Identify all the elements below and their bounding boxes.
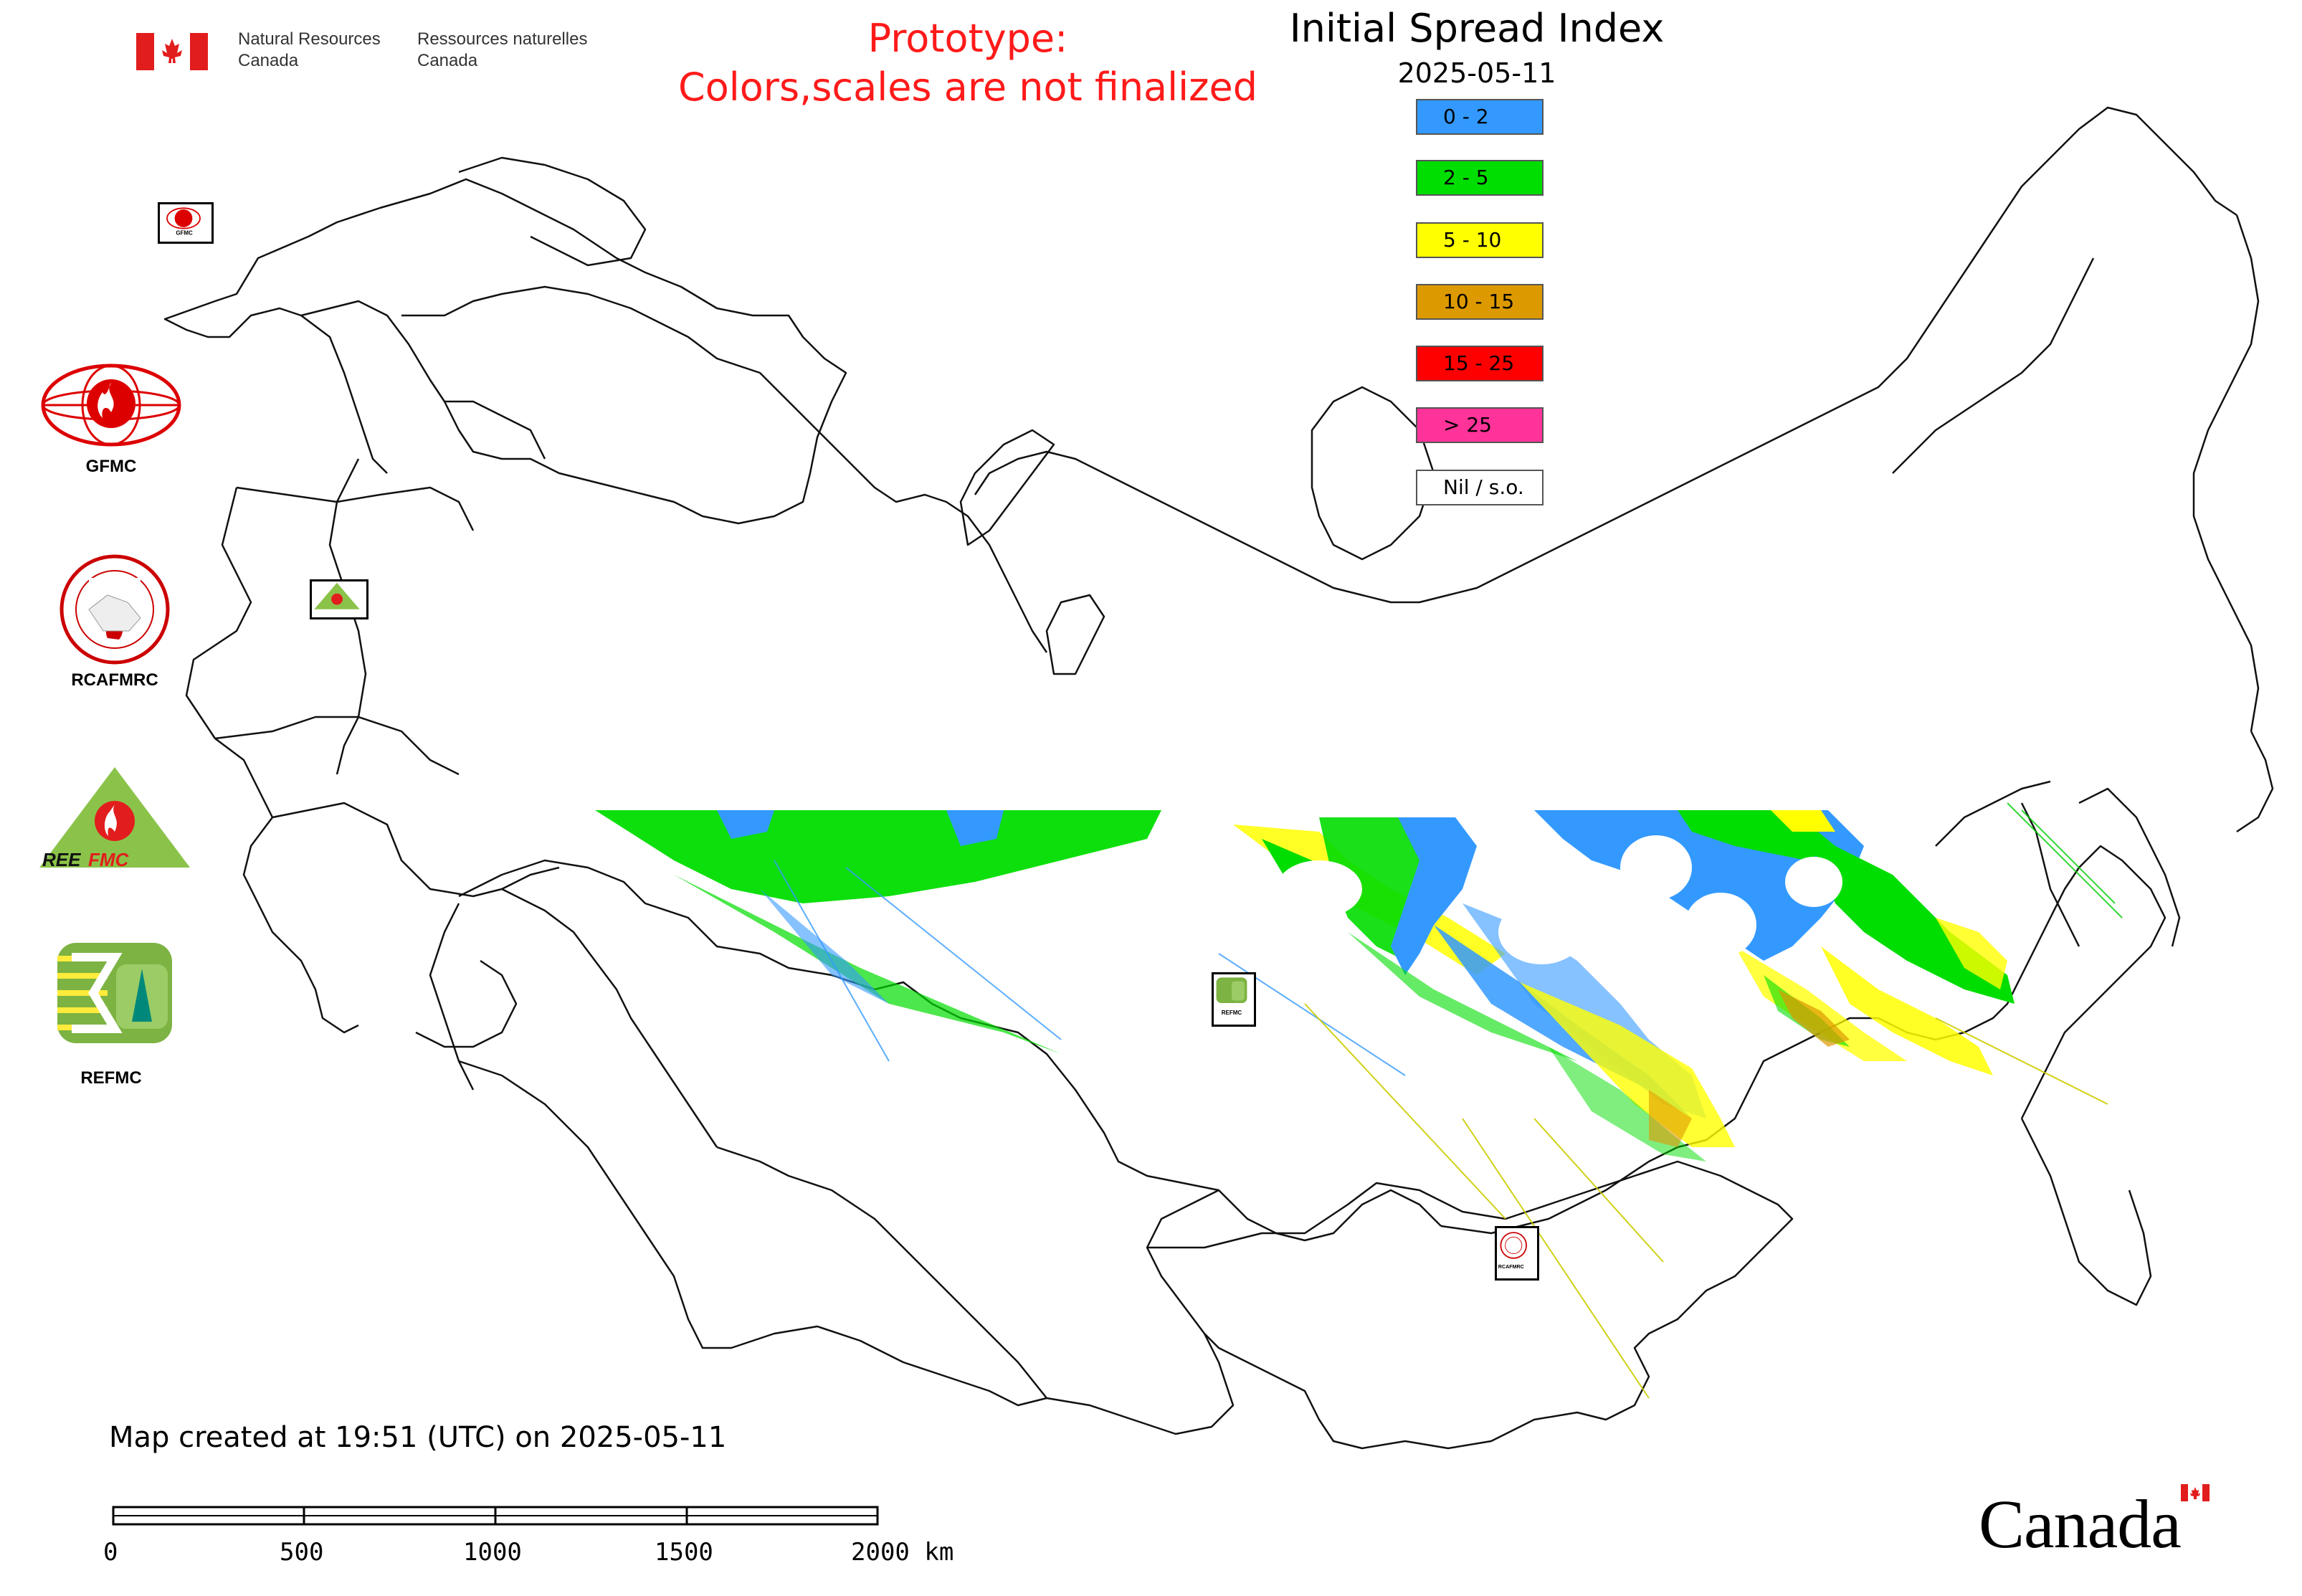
org-name-fr-1: Ressources naturelles <box>417 29 588 49</box>
legend-item-5: > 25 <box>1416 407 1544 443</box>
wordmark-flag-icon <box>2181 1484 2210 1501</box>
border-kazakhstan <box>458 859 1442 1242</box>
org-name-en-1: Natural Resources <box>238 29 381 49</box>
svg-text:REFMC: REFMC <box>1222 1010 1242 1016</box>
canada-wordmark-text: Canada <box>1979 1486 2182 1562</box>
map-created-timestamp: Map created at 19:51 (UTC) on 2025-05-11 <box>109 1421 727 1454</box>
canada-flag-icon <box>136 33 208 70</box>
reefmc-marker-icon[interactable] <box>310 579 368 619</box>
prototype-line-2: Colors,scales are not finalized <box>678 65 1257 110</box>
svg-text:RCAFMRC: RCAFMRC <box>1498 1264 1524 1270</box>
border-east-europe <box>185 487 359 1034</box>
legend-item-3: 10 - 15 <box>1416 284 1544 320</box>
reefmc-logo-icon: REE FMC <box>39 767 190 870</box>
legend-label: 15 - 25 <box>1443 351 1515 375</box>
legend-label: 0 - 2 <box>1443 105 1489 128</box>
legend-label: > 25 <box>1443 413 1492 437</box>
isi-swaths <box>595 802 2123 1399</box>
gfmc-marker-icon[interactable]: GFMC <box>158 202 214 244</box>
scale-label-0: 0 <box>103 1538 118 1567</box>
refmc-marker-icon[interactable]: REFMC <box>1212 972 1256 1027</box>
svg-text:REE: REE <box>42 849 81 870</box>
partner-label-refmc: REFMC <box>80 1068 142 1088</box>
scale-label-2000: 2000 km <box>851 1538 954 1567</box>
legend-label: 10 - 15 <box>1443 290 1515 313</box>
org-name-fr-2: Canada <box>417 51 478 70</box>
scale-label-1500: 1500 <box>655 1538 713 1567</box>
kamchatka <box>2078 787 2181 947</box>
legend-item-1: 2 - 5 <box>1416 160 1544 196</box>
coastline-arctic <box>401 285 1048 653</box>
refmc-logo-icon <box>57 943 172 1043</box>
scale-bar: 0 500 1000 1500 2000 km <box>103 1498 968 1570</box>
novaya-zemlya <box>959 429 1055 546</box>
scale-label-1000: 1000 <box>463 1538 522 1567</box>
legend-item-0: 0 - 2 <box>1416 99 1544 135</box>
rcafmrc-logo-icon <box>60 554 170 665</box>
map-date: 2025-05-11 <box>1397 57 1556 89</box>
prototype-notice: Prototype: Colors,scales are not finaliz… <box>645 14 1290 112</box>
scale-bar-graphic <box>112 1506 879 1526</box>
legend-item-2: 5 - 10 <box>1416 222 1544 258</box>
legend-label: 2 - 5 <box>1443 166 1489 189</box>
border-scandinavia <box>163 178 847 525</box>
legend-item-6: Nil / s.o. <box>1416 470 1544 505</box>
canada-wordmark: Canada <box>1979 1484 2222 1563</box>
legend-label: 5 - 10 <box>1443 228 1502 252</box>
rcafmrc-marker-icon[interactable]: RCAFMRC <box>1495 1226 1539 1281</box>
partner-label-rcafmrc: RCAFMRC <box>71 670 158 690</box>
nrcan-signature: Natural Resources Canada Ressources natu… <box>136 29 609 79</box>
legend-item-4: 15 - 25 <box>1416 346 1544 381</box>
border-mongolia <box>1147 1160 1794 1450</box>
svg-text:FMC: FMC <box>88 849 130 870</box>
svg-text:GFMC: GFMC <box>176 229 193 236</box>
org-name-en-2: Canada <box>238 51 299 70</box>
map-title: Initial Spread Index <box>1289 6 1665 51</box>
prototype-line-1: Prototype: <box>867 16 1068 61</box>
legend-label: Nil / s.o. <box>1443 475 1524 499</box>
scale-label-500: 500 <box>280 1538 324 1567</box>
gfmc-logo-icon <box>41 364 181 447</box>
partner-label-gfmc: GFMC <box>85 457 137 476</box>
